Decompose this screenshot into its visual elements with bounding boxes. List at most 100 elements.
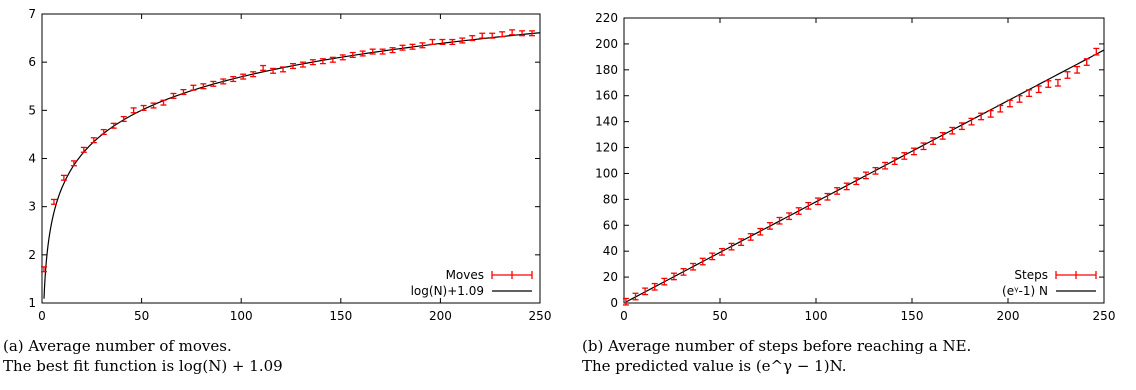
legend-label: Moves xyxy=(446,268,484,282)
moves-chart: 0 50 100 150 200 250 1 2 3 4 5 6 7 Moves log(N)+1.09 xyxy=(28,7,552,323)
data-point xyxy=(670,272,677,281)
fit-line xyxy=(43,32,540,299)
data-point xyxy=(1074,65,1081,74)
data-point xyxy=(359,50,366,57)
data-point xyxy=(230,75,237,83)
data-point xyxy=(349,51,356,58)
data-point xyxy=(757,227,764,236)
y-tick-label: 0 xyxy=(610,296,618,310)
data-point xyxy=(439,38,446,45)
data-point xyxy=(419,42,426,49)
data-point xyxy=(80,146,87,153)
data-point xyxy=(319,58,326,65)
data-point xyxy=(987,109,994,118)
data-point xyxy=(289,62,296,70)
data-point xyxy=(120,115,127,123)
y-tick-label: 200 xyxy=(595,37,618,51)
data-point xyxy=(190,84,197,91)
data-point xyxy=(90,137,97,144)
data-point xyxy=(910,147,917,156)
caption-a-line2: The best fit function is log(N) + 1.09 xyxy=(3,357,283,375)
caption-b: (b) Average number of steps before reach… xyxy=(582,336,971,376)
data-point xyxy=(379,48,386,55)
legend-swatch xyxy=(1055,271,1097,279)
caption-a: (a) Average number of moves. The best fi… xyxy=(3,336,283,376)
data-point xyxy=(170,92,177,99)
data-point xyxy=(280,66,287,73)
y-tick-label: 140 xyxy=(595,115,618,129)
x-tick-label: 50 xyxy=(134,309,149,323)
data-point xyxy=(1083,58,1090,66)
data-point xyxy=(270,67,277,74)
data-point xyxy=(210,80,217,87)
x-tick-label: 250 xyxy=(529,309,552,323)
data-point xyxy=(805,201,812,210)
y-tick-label: 100 xyxy=(595,166,618,180)
data-point xyxy=(499,31,506,38)
data-point xyxy=(786,212,793,221)
data-point xyxy=(60,174,67,181)
x-tick-label: 0 xyxy=(38,309,46,323)
data-point xyxy=(220,78,227,85)
data-point xyxy=(766,222,773,230)
plot-frame xyxy=(41,13,541,304)
data-point xyxy=(479,32,486,39)
x-tick-label: 150 xyxy=(901,309,924,323)
caption-b-line1: (b) Average number of steps before reach… xyxy=(582,337,972,355)
data-point xyxy=(200,83,207,90)
data-point xyxy=(509,29,516,36)
data-point xyxy=(1016,95,1023,103)
x-tick-label: 250 xyxy=(1093,309,1116,323)
data-point xyxy=(130,107,137,114)
caption-a-line1: (a) Average number of moves. xyxy=(3,337,232,355)
data-point xyxy=(250,71,257,78)
x-tick-label: 50 xyxy=(712,309,727,323)
data-point xyxy=(728,242,735,251)
data-point xyxy=(853,177,860,186)
data-point xyxy=(632,292,639,301)
data-point xyxy=(1035,85,1042,94)
chart-panel-b: 0 50 100 150 200 250 0 20 40 60 80 100 120 140 160 180 2… xyxy=(568,0,1136,390)
data-point xyxy=(1064,71,1071,79)
x-tick-label: 100 xyxy=(805,309,828,323)
data-point xyxy=(862,171,869,180)
data-point xyxy=(622,297,629,306)
data-point xyxy=(1026,89,1033,98)
data-point xyxy=(50,198,57,205)
y-tick-label: 160 xyxy=(595,89,618,103)
data-point xyxy=(70,160,77,167)
data-point xyxy=(150,102,157,109)
data-point xyxy=(968,117,975,126)
data-point xyxy=(814,197,821,206)
data-point xyxy=(776,216,783,225)
data-point xyxy=(949,126,956,135)
data-point xyxy=(795,207,802,215)
data-point xyxy=(1006,99,1013,108)
y-tick-label: 7 xyxy=(28,7,36,21)
data-point xyxy=(180,88,187,96)
data-point xyxy=(40,266,47,273)
data-point xyxy=(309,59,316,66)
x-tick-label: 200 xyxy=(997,309,1020,323)
y-tick-label: 220 xyxy=(595,11,618,25)
data-point xyxy=(872,166,879,175)
data-point xyxy=(642,287,649,296)
y-tick-label: 2 xyxy=(28,248,36,262)
y-tick-label: 3 xyxy=(28,200,36,214)
data-point xyxy=(429,38,436,45)
data-point xyxy=(100,128,107,136)
data-point xyxy=(690,262,697,271)
data-point xyxy=(389,47,396,54)
data-point xyxy=(519,30,526,37)
y-tick-label: 5 xyxy=(28,103,36,117)
data-point xyxy=(140,104,147,111)
data-point xyxy=(489,32,496,39)
data-point xyxy=(738,238,745,247)
y-tick-label: 80 xyxy=(603,192,618,206)
fit-line xyxy=(625,49,1104,303)
data-point xyxy=(747,233,754,241)
data-point xyxy=(978,112,985,121)
y-tick-label: 120 xyxy=(595,141,618,155)
y-tick-label: 60 xyxy=(603,218,618,232)
data-point xyxy=(901,152,908,160)
